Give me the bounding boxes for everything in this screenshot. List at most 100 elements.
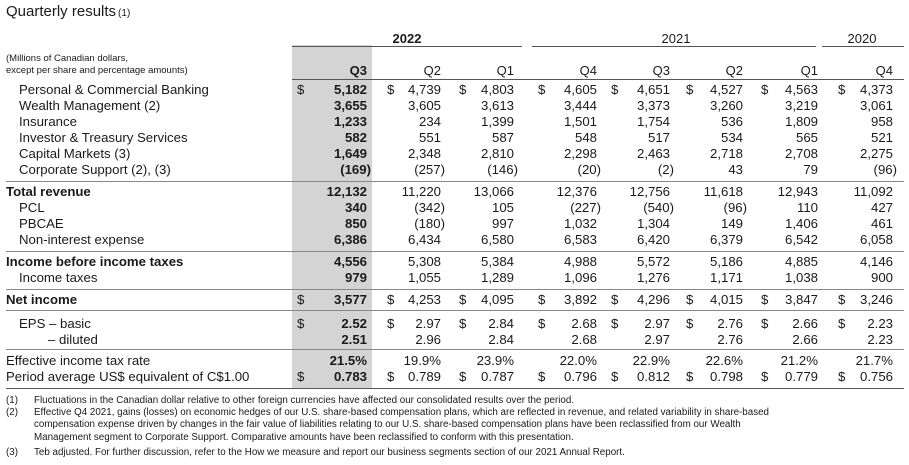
quarter-header: Q2 [725,63,743,78]
table-cell: 21.7% [855,353,893,368]
table-cell: 582 [344,130,367,145]
table-cell: 0.798 [709,369,743,384]
row-label: Income taxes [19,270,98,285]
table-cell: 0.787 [480,369,514,384]
dollar-sign: $ [538,316,546,331]
row-label: EPS – basic [19,316,91,331]
table-cell: 6,058 [859,232,893,247]
quarter-header: Q3 [652,63,670,78]
table-cell: 3,061 [859,98,893,113]
table-cell: 3,577 [333,292,367,307]
table-cell: 4,885 [784,254,818,269]
table-cell: 4,095 [480,292,514,307]
table-cell: 1,399 [480,114,514,129]
dollar-sign: $ [761,369,769,384]
table-cell: 11,092 [853,184,893,199]
dollar-sign: $ [297,316,305,331]
table-cell: 2.23 [867,332,893,347]
dollar-sign: $ [459,369,467,384]
table-cell: 3,373 [636,98,670,113]
table-cell: 105 [491,200,514,215]
title-note: (1) [118,8,131,19]
table-cell: 4,988 [563,254,597,269]
year-underline [532,46,816,47]
table-cell: (169) [340,162,371,177]
dollar-sign: $ [611,316,619,331]
row-label: Capital Markets (3) [19,146,131,161]
table-cell: (227) [570,200,601,215]
table-cell: 2,463 [636,146,670,161]
dollar-sign: $ [838,82,846,97]
dollar-sign: $ [387,316,395,331]
table-cell: 12,943 [777,184,818,199]
table-cell: 5,186 [709,254,743,269]
table-cell: (96) [873,162,897,177]
table-cell: 3,847 [784,292,818,307]
table-cell: 517 [647,130,670,145]
table-cell: 1,038 [784,270,818,285]
table-cell: 6,542 [784,232,818,247]
footnote-number: (2) [6,407,18,418]
table-cell: 1,406 [784,216,818,231]
table-cell: 4,563 [784,82,818,97]
table-cell: 23.9% [476,353,514,368]
table-bottom-rule [6,388,904,389]
year-header: 2020 [847,31,877,46]
table-cell: 1,754 [636,114,670,129]
row-divider [6,289,904,290]
header-underline [292,79,904,80]
table-cell: 565 [795,130,818,145]
row-label: Total revenue [6,184,91,199]
table-cell: 1,276 [636,270,670,285]
row-divider [6,251,904,252]
table-cell: 2,348 [407,146,441,161]
table-cell: 6,434 [407,232,441,247]
table-cell: 6,379 [709,232,743,247]
table-cell: 2.66 [792,332,818,347]
table-cell: 2.76 [717,316,743,331]
dollar-sign: $ [761,292,769,307]
table-cell: 2.84 [488,332,514,347]
table-cell: 3,605 [407,98,441,113]
table-cell: 2,708 [784,146,818,161]
table-cell: 13,066 [473,184,514,199]
table-cell: 2.66 [792,316,818,331]
table-cell: 5,384 [480,254,514,269]
table-cell: 2.23 [867,316,893,331]
row-label: PCL [19,200,45,215]
table-cell: 22.0% [559,353,597,368]
table-cell: 79 [803,162,818,177]
table-cell: 3,219 [784,98,818,113]
table-cell: 3,892 [563,292,597,307]
table-cell: 4,605 [563,82,597,97]
table-cell: 6,420 [636,232,670,247]
table-cell: 11,618 [703,184,743,199]
table-cell: 4,146 [859,254,893,269]
current-quarter-highlight [292,45,372,388]
table-cell: 1,096 [563,270,597,285]
table-cell: 2,298 [563,146,597,161]
table-cell: 4,527 [709,82,743,97]
dollar-sign: $ [297,369,305,384]
table-cell: 4,556 [333,254,367,269]
year-underline [822,46,904,47]
table-cell: (96) [723,200,747,215]
dollar-sign: $ [387,292,395,307]
dollar-sign: $ [387,82,395,97]
table-cell: 5,182 [333,82,367,97]
quarter-header: Q2 [423,63,441,78]
row-label: PBCAE [19,216,64,231]
table-cell: 3,655 [333,98,367,113]
table-cell: 2.97 [415,316,441,331]
table-cell: (257) [414,162,445,177]
row-divider [6,181,904,182]
table-cell: 6,580 [480,232,514,247]
table-cell: 43 [728,162,743,177]
table-cell: 1,809 [784,114,818,129]
dollar-sign: $ [611,369,619,384]
row-label: Income before income taxes [6,254,184,269]
table-cell: (20) [577,162,601,177]
year-header: 2021 [661,31,691,46]
table-cell: 461 [870,216,893,231]
